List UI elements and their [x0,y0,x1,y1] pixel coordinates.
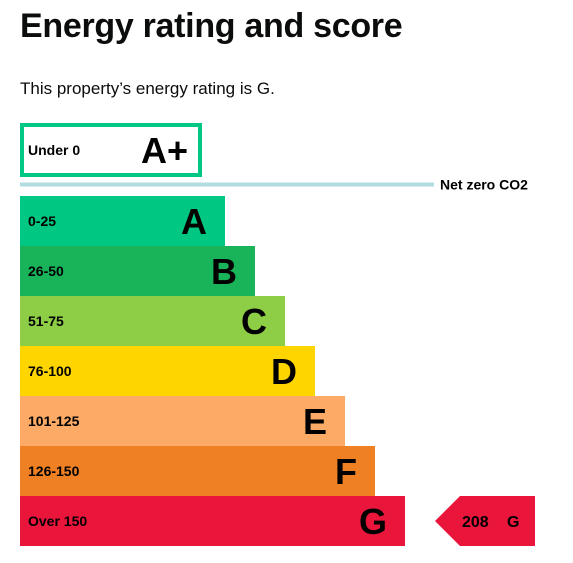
band-range-e: 101-125 [28,413,80,429]
band-bar-f [20,446,375,496]
current-score-letter: G [507,514,519,531]
band-range-b: 26-50 [28,263,64,279]
band-bar-c [20,296,285,346]
band-range-f: 126-150 [28,463,80,479]
band-range-g: Over 150 [28,513,87,529]
current-rating-marker [435,496,535,546]
band-bar-b [20,246,255,296]
band-bar-e [20,396,345,446]
band-letter-d: D [271,351,297,392]
band-letter-a-plus: A+ [141,130,188,171]
band-letter-f: F [335,451,357,492]
net-zero-label: Net zero CO2 [440,177,528,193]
band-letter-b: B [211,251,237,292]
energy-rating-summary: This property’s energy rating is G. [20,79,275,98]
band-range-c: 51-75 [28,313,64,329]
band-letter-e: E [303,401,327,442]
band-bar-d [20,346,315,396]
band-bar-a-plus [20,123,202,177]
page-title: Energy rating and score [20,7,403,45]
band-letter-c: C [241,301,267,342]
band-bar-g [20,496,405,546]
band-letter-a: A [181,201,207,242]
band-range-a: 0-25 [28,213,56,229]
current-score-value: 208 [462,514,489,531]
band-letter-g: G [359,501,387,542]
band-range-d: 76-100 [28,363,72,379]
band-range-a-plus: Under 0 [28,142,80,158]
band-bar-a [20,196,225,246]
